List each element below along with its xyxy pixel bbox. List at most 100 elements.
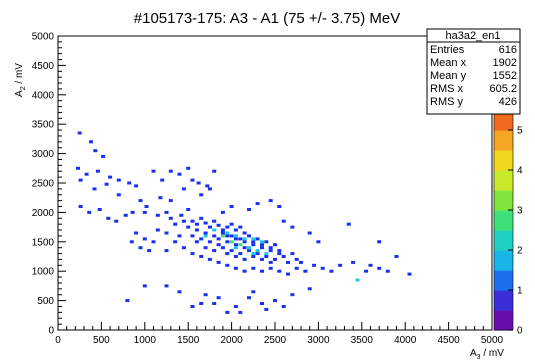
- data-cell-high: [233, 234, 238, 238]
- data-cell: [199, 302, 204, 305]
- data-cell: [251, 243, 256, 247]
- data-cell: [277, 269, 282, 273]
- y-axis-label: A2 / mV: [14, 63, 27, 97]
- z-tick-label: 2: [517, 246, 523, 257]
- data-cell: [144, 205, 149, 208]
- axes: 0 500 1000 1500 2000 2500 3000 3500 4000 4500 5000…: [32, 32, 504, 347]
- data-cell: [225, 234, 230, 238]
- data-cell: [385, 269, 390, 273]
- data-cell-high: [251, 252, 256, 256]
- data-cell: [346, 222, 351, 226]
- data-cell: [264, 307, 269, 311]
- data-cell: [290, 225, 295, 229]
- data-cell: [233, 305, 238, 308]
- stats-value: 426: [499, 96, 517, 108]
- data-cell-high: [242, 237, 247, 241]
- z-color-segment: [494, 250, 513, 271]
- data-cell: [277, 205, 282, 208]
- data-cell: [127, 181, 132, 185]
- data-cell: [95, 169, 100, 173]
- data-cell: [168, 216, 173, 220]
- x-tick-label: 4500: [437, 335, 460, 346]
- data-cell: [205, 184, 210, 188]
- x-axis-label: A3 / mV: [470, 348, 504, 361]
- data-cell: [164, 231, 169, 235]
- data-cell: [251, 240, 256, 244]
- data-cell: [307, 287, 312, 291]
- data-cell: [194, 240, 199, 244]
- data-cell: [238, 310, 243, 314]
- data-cell: [160, 178, 165, 182]
- data-cell: [101, 155, 106, 158]
- data-cell: [286, 272, 290, 276]
- stats-label: RMS x: [430, 83, 464, 95]
- data-cell: [307, 231, 312, 235]
- data-cell: [247, 208, 251, 211]
- data-cell-high: [355, 278, 360, 282]
- data-cell: [190, 178, 195, 182]
- data-cell: [173, 240, 178, 244]
- data-cell-high: [220, 234, 225, 238]
- data-cell: [203, 221, 208, 225]
- data-cell: [216, 243, 221, 247]
- data-cell: [104, 182, 109, 186]
- data-cell: [281, 255, 286, 258]
- data-cell: [299, 260, 303, 264]
- z-color-segment: [494, 310, 513, 331]
- y-tick-label: 4000: [32, 90, 55, 101]
- data-cell: [225, 225, 230, 229]
- data-cell: [268, 199, 273, 203]
- data-cell: [207, 187, 212, 191]
- data-cell: [138, 246, 143, 250]
- stats-name: ha3a2_en1: [445, 30, 500, 42]
- data-cell: [242, 269, 247, 273]
- data-cell: [97, 208, 102, 211]
- data-cells: [76, 131, 412, 314]
- data-cell: [286, 260, 290, 264]
- data-cell: [203, 293, 208, 297]
- data-cell: [229, 249, 234, 253]
- data-cell: [164, 210, 169, 214]
- data-cell: [216, 260, 221, 264]
- data-cell-high: [251, 237, 256, 241]
- data-cell: [155, 213, 160, 217]
- data-cell: [212, 219, 217, 223]
- data-cell: [281, 305, 286, 308]
- z-tick-label: 3: [517, 206, 523, 217]
- data-cell-high: [247, 246, 251, 250]
- data-cell: [294, 266, 299, 270]
- y-tick-label: 4500: [32, 61, 55, 72]
- y-tick-label: 5000: [32, 32, 55, 43]
- data-cell: [164, 284, 169, 288]
- data-cell: [268, 246, 273, 250]
- y-tick-label: 3500: [32, 120, 55, 131]
- stats-label: Mean y: [430, 70, 467, 82]
- data-cell: [242, 231, 247, 235]
- data-cell: [238, 237, 243, 241]
- data-cell: [238, 225, 243, 229]
- data-cell: [294, 257, 299, 261]
- data-cell: [264, 255, 269, 258]
- data-cell: [225, 252, 230, 256]
- stats-label: RMS y: [430, 96, 464, 108]
- data-cell: [138, 199, 143, 203]
- data-cell: [255, 237, 260, 241]
- data-cell: [264, 240, 269, 244]
- data-cell: [168, 169, 173, 173]
- data-cell: [168, 199, 173, 203]
- data-cell: [186, 166, 191, 170]
- data-cell-high: [238, 243, 243, 247]
- data-cell: [190, 252, 195, 256]
- data-cell: [190, 305, 195, 308]
- x-tick-label: 1500: [177, 335, 200, 346]
- data-cell: [290, 252, 295, 256]
- data-cell: [134, 231, 139, 235]
- data-cell: [158, 196, 163, 200]
- y-tick-label: 3000: [32, 149, 55, 160]
- y-tick-label: 1000: [32, 267, 55, 278]
- data-cell: [251, 266, 256, 270]
- data-cell: [199, 193, 204, 197]
- z-color-segment: [494, 290, 513, 311]
- data-cell: [106, 216, 111, 220]
- stats-value: 1902: [493, 57, 517, 69]
